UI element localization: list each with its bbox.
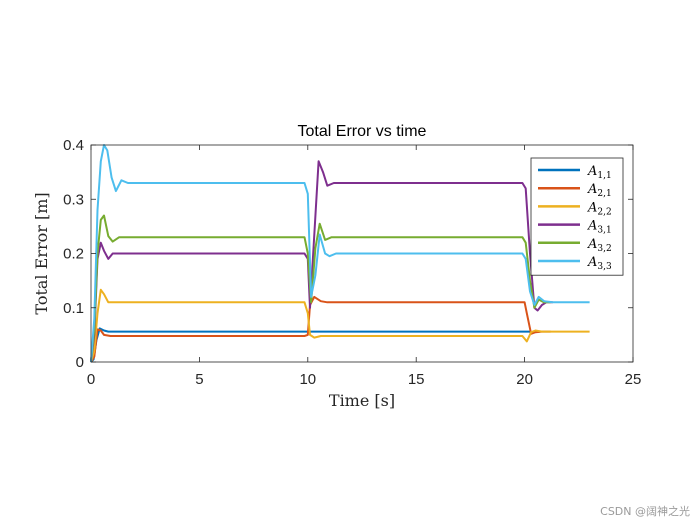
axis-ticks: 0 5 10 15 20 25 0 0.1 0.2 0.3 0.4 bbox=[63, 137, 641, 388]
x-tick-label: 25 bbox=[625, 371, 642, 388]
legend: A1,1A2,1A2,2A3,1A3,2A3,3 bbox=[530, 157, 624, 276]
y-tick-label: 0.2 bbox=[63, 246, 84, 263]
legend-box bbox=[530, 157, 624, 276]
y-tick-label: 0 bbox=[76, 354, 84, 371]
series-line-2-2 bbox=[90, 288, 590, 363]
series-line-3-1 bbox=[90, 160, 553, 363]
x-tick-label: 10 bbox=[299, 371, 316, 388]
chart-title: Total Error vs time bbox=[298, 123, 427, 140]
x-tick-label: 0 bbox=[87, 371, 95, 388]
x-tick-label: 5 bbox=[195, 371, 203, 388]
x-tick-label: 20 bbox=[516, 371, 533, 388]
watermark: CSDN @阔神之光 bbox=[600, 505, 690, 518]
y-tick-label: 0.1 bbox=[63, 300, 84, 317]
plot-lines bbox=[90, 144, 590, 363]
series-line-3-3 bbox=[90, 144, 590, 363]
series-line-3-2 bbox=[90, 214, 551, 363]
x-axis-label: Time [s] bbox=[329, 391, 395, 410]
y-tick-label: 0.4 bbox=[63, 137, 84, 154]
y-axis-label: Total Error [m] bbox=[32, 192, 51, 314]
series-line-2-1 bbox=[90, 295, 551, 363]
series-line-1-1 bbox=[90, 327, 540, 363]
y-tick-label: 0.3 bbox=[63, 191, 84, 208]
x-tick-label: 15 bbox=[408, 371, 425, 388]
